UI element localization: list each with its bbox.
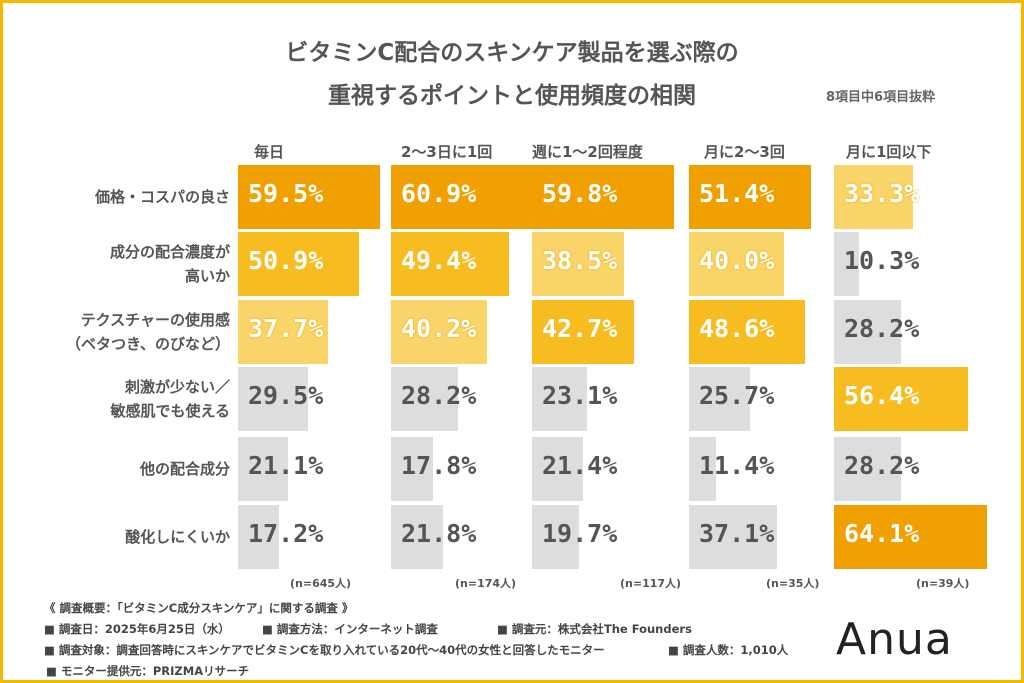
footer-target: ■ 調査対象：調査回答時にスキンケアでビタミンCを取り入れている20代〜40代の… <box>44 643 605 657</box>
sample-size: (n=174人) <box>455 577 517 590</box>
data-label: 21.8% <box>401 519 477 548</box>
chart-title-line2: 重視するポイントと使用頻度の相関 <box>328 83 696 109</box>
column-header: 週に1〜2回程度 <box>532 143 643 161</box>
data-label: 29.5% <box>248 381 324 410</box>
bar <box>532 367 587 431</box>
bar <box>834 165 914 229</box>
footer-provider: ■ モニター提供元：PRIZMAリサーチ <box>46 664 250 678</box>
bar <box>532 300 634 364</box>
bar <box>834 437 902 501</box>
column-header: 毎日 <box>254 143 285 161</box>
bar <box>238 232 360 296</box>
data-label: 51.4% <box>699 179 775 208</box>
data-label: 28.2% <box>844 451 920 480</box>
data-label: 40.2% <box>401 314 477 343</box>
anua-logo: Anua <box>836 614 953 665</box>
bar <box>689 437 717 501</box>
data-label: 64.1% <box>844 519 920 548</box>
footer-source: ■ 調査元：株式会社The Founders <box>497 622 692 636</box>
footer-date: ■ 調査日：2025年6月25日（水） <box>44 622 230 636</box>
bar <box>689 505 778 569</box>
bar <box>689 300 805 364</box>
data-label: 23.1% <box>542 381 618 410</box>
bar <box>238 300 328 364</box>
bar <box>391 505 443 569</box>
bar <box>834 367 969 431</box>
bar <box>689 367 751 431</box>
sample-size: (n=117人) <box>620 577 682 590</box>
data-label: 28.2% <box>844 314 920 343</box>
bar <box>532 232 624 296</box>
footer-count: ■ 調査人数：1,010人 <box>668 643 789 657</box>
data-label: 38.5% <box>542 246 618 275</box>
bar <box>238 165 380 229</box>
bar <box>532 165 675 229</box>
data-label: 37.7% <box>248 314 324 343</box>
data-label: 59.8% <box>542 179 618 208</box>
bar <box>834 505 987 569</box>
row-label: テクスチャーの使用感 （ベタつき、のびなど） <box>66 311 230 353</box>
data-label: 37.1% <box>699 519 775 548</box>
data-label: 25.7% <box>699 381 775 410</box>
data-label: 10.3% <box>844 246 920 275</box>
footer-heading: 《 調査概要：「ビタミンC成分スキンケア」に関する調査 》 <box>44 601 354 615</box>
bar <box>238 437 289 501</box>
data-label: 48.6% <box>699 314 775 343</box>
bar <box>391 165 536 229</box>
data-label: 49.4% <box>401 246 477 275</box>
data-label: 33.3% <box>844 179 920 208</box>
bar <box>834 300 902 364</box>
data-label: 59.5% <box>248 179 324 208</box>
row-label: 他の配合成分 <box>139 460 230 478</box>
data-label: 60.9% <box>401 179 477 208</box>
chart-title-line1: ビタミンC配合のスキンケア製品を選ぶ際の <box>285 40 739 66</box>
row-label: 成分の配合濃度が 高いか <box>109 243 230 285</box>
sample-size: (n=645人) <box>290 577 352 590</box>
column-header: 月に1回以下 <box>846 143 932 161</box>
column-header: 月に2〜3回 <box>704 143 785 161</box>
bar <box>391 437 434 501</box>
bar <box>532 437 583 501</box>
data-label: 19.7% <box>542 519 618 548</box>
data-label: 56.4% <box>844 381 920 410</box>
chart-subtitle: 8項目中6項目抜粋 <box>826 90 936 105</box>
data-label: 17.2% <box>248 519 324 548</box>
data-label: 21.4% <box>542 451 618 480</box>
data-label: 42.7% <box>542 314 618 343</box>
data-label: 40.0% <box>699 246 775 275</box>
row-label: 酸化しにくいか <box>125 528 230 546</box>
data-label: 17.8% <box>401 451 477 480</box>
row-label: 価格・コスパの良さ <box>94 188 230 206</box>
bar <box>391 300 487 364</box>
bar <box>834 232 859 296</box>
data-label: 21.1% <box>248 451 324 480</box>
bar <box>238 367 309 431</box>
bar <box>391 232 509 296</box>
bar <box>689 232 785 296</box>
row-label: 刺激が少ない／ 敏感肌でも使える <box>110 378 230 420</box>
data-label: 50.9% <box>248 246 324 275</box>
sample-size: (n=39人) <box>916 577 970 590</box>
footer-method: ■ 調査方法：インターネット調査 <box>262 622 438 636</box>
data-label: 11.4% <box>699 451 775 480</box>
bar <box>238 505 279 569</box>
bar <box>391 367 459 431</box>
column-header: 2〜3日に1回 <box>401 143 493 161</box>
bar <box>689 165 812 229</box>
bar <box>532 505 579 569</box>
data-label: 28.2% <box>401 381 477 410</box>
sample-size: (n=35人) <box>766 577 820 590</box>
